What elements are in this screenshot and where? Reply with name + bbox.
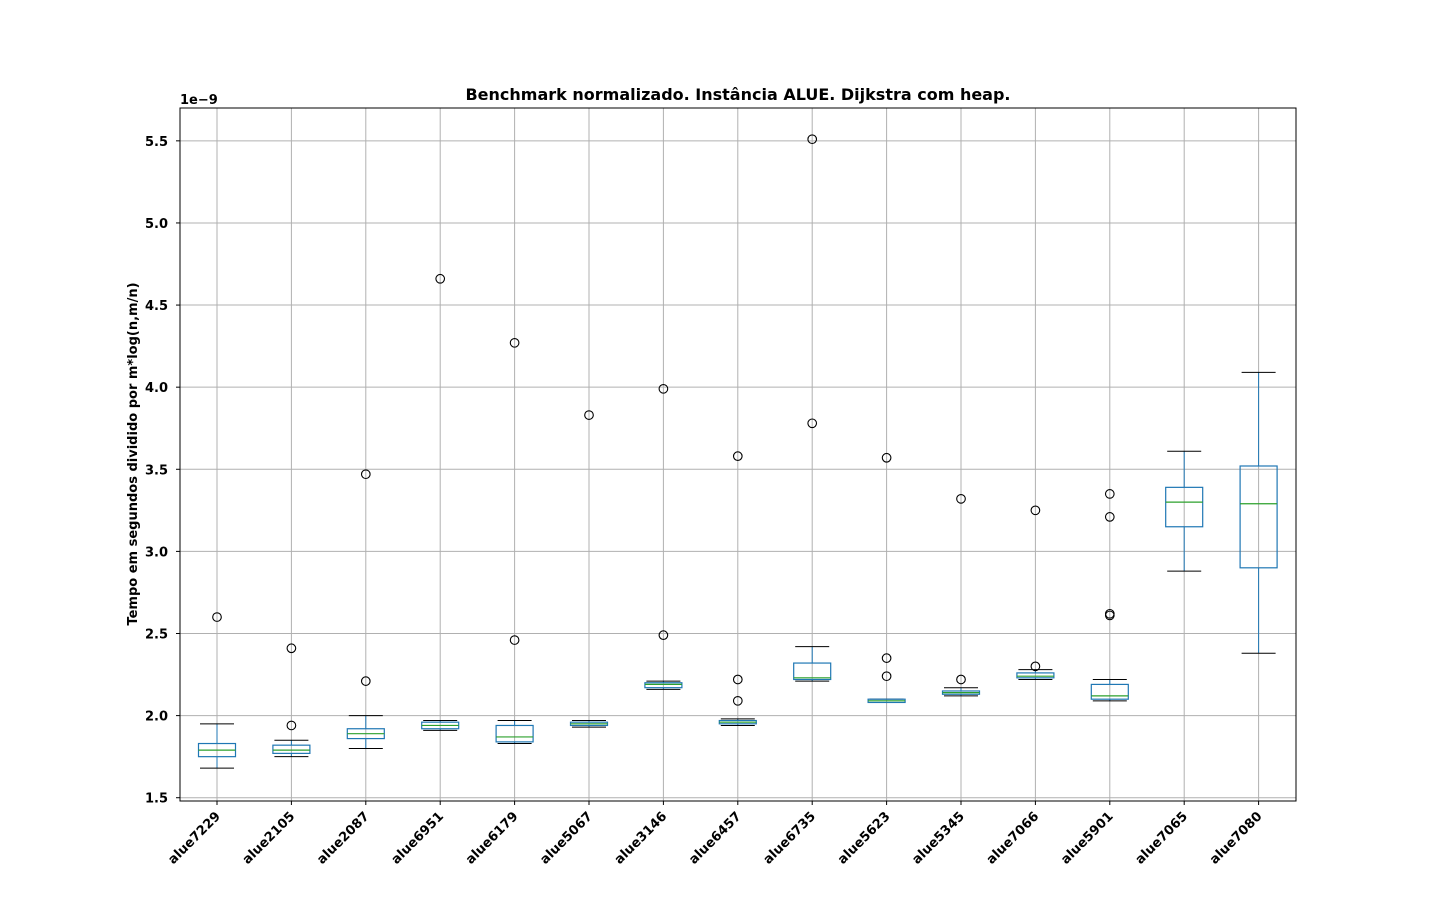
box-alue5623 bbox=[867, 452, 906, 704]
iqr-box bbox=[272, 744, 311, 754]
y-tick-label: 4.0 bbox=[145, 381, 168, 396]
outlier-point bbox=[732, 451, 743, 461]
outlier-point bbox=[881, 671, 892, 682]
x-tick-label: alue6457 bbox=[686, 809, 744, 867]
grid-lines bbox=[180, 108, 1296, 801]
box-alue7065 bbox=[1165, 450, 1204, 572]
outlier-point bbox=[212, 612, 222, 622]
outlier-point bbox=[360, 469, 371, 480]
outlier-point bbox=[1030, 661, 1041, 672]
outlier-point bbox=[956, 674, 966, 685]
outlier-point bbox=[286, 643, 297, 654]
outlier-point bbox=[1104, 608, 1115, 619]
y-tick-label: 3.0 bbox=[145, 545, 168, 560]
x-tick-label: alue7080 bbox=[1207, 809, 1265, 867]
outlier-point bbox=[732, 674, 743, 685]
box-alue7229 bbox=[197, 612, 237, 769]
y-axis-ticks: 1.5 2.0 2.5 3.0 3.5 4.0 4.5 5.0 5.5 bbox=[145, 135, 180, 807]
y-axis-label: Tempo em segundos dividido por m*log(n,m… bbox=[126, 282, 141, 625]
outlier-point bbox=[658, 383, 669, 394]
iqr-box bbox=[793, 662, 832, 681]
x-tick-label: alue2087 bbox=[314, 809, 372, 867]
outlier-point bbox=[509, 635, 520, 645]
outlier-point bbox=[807, 134, 818, 145]
outlier-point bbox=[584, 410, 594, 420]
box-layer bbox=[197, 134, 1278, 769]
box-alue5901 bbox=[1090, 489, 1129, 702]
outlier-point bbox=[286, 720, 297, 731]
x-tick-label: alue7229 bbox=[166, 809, 224, 867]
chart-title: Benchmark normalizado. Instância ALUE. D… bbox=[465, 85, 1010, 104]
outlier-point bbox=[1104, 512, 1115, 522]
y-tick-label: 5.5 bbox=[145, 135, 168, 150]
x-tick-label: alue7066 bbox=[984, 809, 1042, 867]
outlier-point bbox=[1030, 505, 1041, 516]
x-tick-label: alue5067 bbox=[538, 809, 596, 867]
y-tick-label: 4.5 bbox=[145, 299, 168, 314]
box-alue3146 bbox=[644, 383, 683, 690]
x-tick-label: alue6951 bbox=[389, 809, 447, 867]
box-alue6457 bbox=[718, 451, 757, 726]
y-tick-label: 2.0 bbox=[145, 710, 168, 725]
outlier-point bbox=[732, 695, 743, 706]
outlier-point bbox=[881, 653, 892, 663]
box-alue7080 bbox=[1239, 371, 1278, 654]
iqr-box bbox=[495, 724, 534, 743]
outlier-point bbox=[658, 630, 669, 640]
outlier-point bbox=[509, 337, 520, 348]
y-tick-label: 3.5 bbox=[145, 463, 168, 478]
outlier-point bbox=[881, 452, 892, 463]
iqr-box bbox=[644, 682, 683, 689]
iqr-box bbox=[1016, 672, 1055, 679]
y-tick-label: 2.5 bbox=[145, 627, 168, 642]
y-axis-offset-label: 1e−9 bbox=[180, 93, 218, 108]
box-alue7066 bbox=[1016, 505, 1055, 680]
x-tick-label: alue5345 bbox=[910, 809, 968, 867]
box-alue6735 bbox=[793, 134, 832, 682]
y-tick-label: 5.0 bbox=[145, 217, 168, 232]
box-alue5345 bbox=[941, 493, 981, 697]
iqr-box bbox=[1090, 683, 1129, 700]
x-tick-label: alue5623 bbox=[835, 809, 893, 867]
x-tick-label: alue6179 bbox=[463, 809, 521, 867]
iqr-box bbox=[1165, 486, 1204, 528]
x-tick-label: alue6735 bbox=[761, 809, 819, 867]
iqr-box bbox=[1239, 465, 1278, 569]
outlier-point bbox=[435, 273, 446, 284]
x-tick-label: alue5901 bbox=[1058, 809, 1116, 867]
x-tick-label: alue2105 bbox=[240, 809, 298, 867]
y-tick-label: 1.5 bbox=[145, 792, 168, 807]
outlier-point bbox=[1104, 489, 1115, 499]
box-alue5067 bbox=[569, 410, 609, 728]
x-tick-label: alue7065 bbox=[1133, 809, 1191, 867]
box-alue6951 bbox=[421, 273, 460, 731]
outlier-point bbox=[956, 493, 966, 504]
box-alue2087 bbox=[346, 469, 385, 749]
outlier-point bbox=[360, 676, 371, 686]
x-tick-label: alue3146 bbox=[612, 809, 670, 867]
x-axis-ticks: alue7229 alue2105 alue2087 alue6951 alue6179… bbox=[166, 801, 1265, 868]
box-alue2105 bbox=[272, 643, 311, 758]
box-alue6179 bbox=[495, 337, 534, 745]
outlier-point bbox=[807, 418, 818, 429]
